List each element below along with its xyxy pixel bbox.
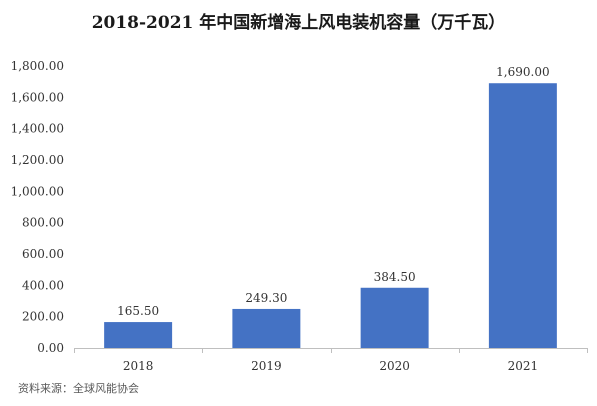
y-tick-label: 400.00 [22, 278, 64, 292]
y-tick-label: 0.00 [37, 341, 64, 355]
data-label-2020: 384.50 [374, 270, 416, 284]
y-tick-label: 1,800.00 [11, 59, 64, 73]
bar-2020 [360, 287, 429, 348]
x-tick-label-2020: 2020 [379, 359, 410, 373]
source-note: 资料来源：全球风能协会 [18, 382, 139, 395]
x-tick-label-2021: 2021 [508, 359, 539, 373]
bar-2021 [488, 83, 557, 348]
y-tick-label: 200.00 [22, 310, 64, 324]
bar-2019 [232, 308, 301, 348]
x-tick-label-2018: 2018 [123, 359, 154, 373]
chart-title: 2018-2021 年中国新增海上风电装机容量（万千瓦） [91, 13, 506, 33]
y-tick-label: 1,000.00 [11, 184, 64, 198]
y-tick-label: 800.00 [22, 216, 64, 230]
y-tick-label: 1,400.00 [11, 122, 64, 136]
y-axis: 0.00 200.00 400.00 600.00 800.00 1,000.00 1,20… [11, 59, 64, 355]
bar-2018 [104, 322, 173, 348]
x-axis: 2018 2019 2020 2021 [74, 348, 588, 373]
y-tick-label: 1,600.00 [11, 90, 64, 104]
y-tick-label: 600.00 [22, 247, 64, 261]
data-label-2018: 165.50 [117, 304, 159, 318]
data-label-2019: 249.30 [245, 291, 287, 305]
bar-series [104, 83, 557, 348]
x-tick-label-2019: 2019 [251, 359, 282, 373]
y-tick-label: 1,200.00 [11, 153, 64, 167]
data-labels: 165.50 249.30 384.50 1,690.00 [117, 65, 549, 318]
data-label-2021: 1,690.00 [496, 65, 549, 79]
